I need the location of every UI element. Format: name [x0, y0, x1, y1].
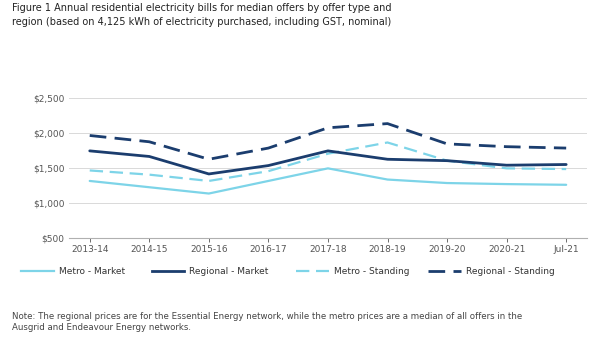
- Text: Figure 1 Annual residential electricity bills for median offers by offer type an: Figure 1 Annual residential electricity …: [12, 3, 392, 27]
- Text: Note: The regional prices are for the Essential Energy network, while the metro : Note: The regional prices are for the Es…: [12, 312, 522, 332]
- Text: Metro - Market: Metro - Market: [59, 267, 125, 276]
- Text: Metro - Standing: Metro - Standing: [334, 267, 409, 276]
- Text: Regional - Standing: Regional - Standing: [466, 267, 555, 276]
- Text: Regional - Market: Regional - Market: [189, 267, 269, 276]
